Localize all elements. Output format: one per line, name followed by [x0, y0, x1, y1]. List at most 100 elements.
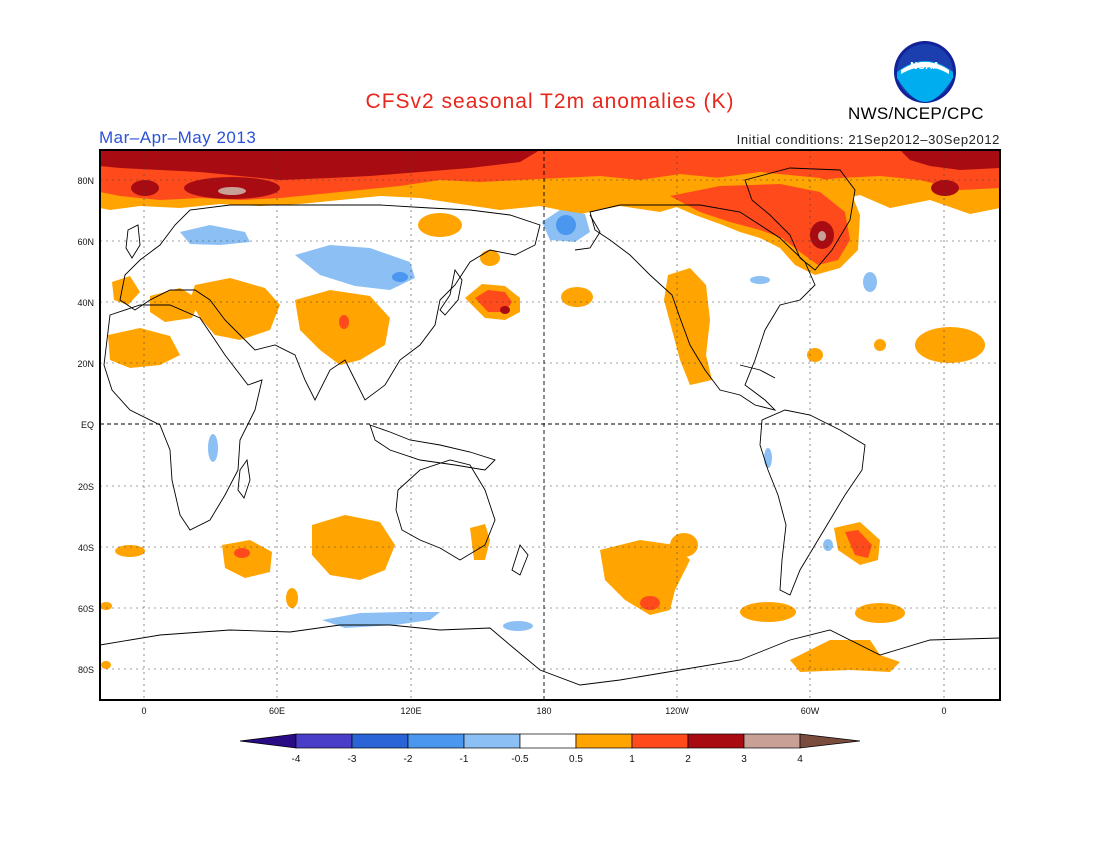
south-africa-warm-anomaly	[222, 540, 272, 578]
arctic-darkred-band	[100, 150, 540, 180]
map-frame	[99, 149, 1001, 701]
siberia-cool-anomaly	[295, 245, 415, 290]
atlantic-cool-blob	[863, 272, 877, 292]
lat-label: 80N	[77, 176, 94, 186]
indonesia-coastline	[369, 424, 496, 471]
amazon-cool-blob	[764, 448, 772, 468]
colorbar-label: -1	[460, 754, 469, 765]
noaa-logo: NOAA	[894, 41, 956, 103]
south-pacific-warm-anomaly	[600, 540, 690, 615]
cuba-coastline	[739, 364, 776, 379]
eurasia-coastline	[119, 204, 541, 402]
colorbar-swatch-min	[239, 733, 297, 749]
colorbar-labels: -4 -3 -2 -1 -0.5 0.5 1 2 3 4	[292, 754, 804, 765]
weddell-warm-anomaly	[790, 640, 900, 672]
pacific-orange-blob-3	[418, 213, 462, 237]
colorbar	[239, 733, 861, 749]
lat-label: 60N	[77, 237, 94, 247]
south-pacific-red-cell	[640, 596, 660, 610]
season-label: Mar–Apr–May 2013	[99, 128, 257, 147]
colorbar-swatch-max	[799, 733, 861, 749]
mideast-warm-anomaly	[190, 278, 280, 340]
siberia-tan-cell	[218, 187, 246, 195]
latitude-labels: 80N 60N 40N 20N EQ 20S 40S 60S 80S	[77, 176, 94, 675]
lat-label: 40S	[78, 543, 94, 553]
colorbar-label: 0.5	[569, 754, 583, 765]
canada-cool-blob	[750, 276, 770, 284]
south-africa-red-cell	[234, 548, 250, 558]
lat-label: 80S	[78, 665, 94, 675]
colorbar-label: 2	[685, 754, 691, 765]
scandinavia-cool-anomaly	[180, 225, 250, 245]
south-america-coastline	[759, 409, 866, 596]
lat-label: EQ	[81, 420, 94, 430]
agency-label: NWS/NCEP/CPC	[848, 104, 984, 123]
longitude-labels: 0 60E 120E 180 120W 60W 0	[141, 706, 946, 716]
south-atlantic-warm-blob-4	[115, 545, 145, 557]
alaska-coastline	[574, 214, 601, 251]
colorbar-label: 4	[797, 754, 803, 765]
arctic-darkred-cell-west	[131, 180, 159, 196]
lat-label: 20N	[77, 359, 94, 369]
arctic-darkred-east	[900, 150, 1000, 170]
colorbar-swatch	[687, 733, 745, 749]
west-atlantic-warm-blob	[915, 327, 985, 363]
colorbar-swatch	[407, 733, 465, 749]
pacific-orange-blob-2	[561, 287, 593, 307]
japan-coastline	[439, 268, 463, 316]
new-zealand-coastline	[511, 544, 529, 576]
bering-blue-cell	[556, 215, 576, 235]
colorbar-label: 3	[741, 754, 747, 765]
anomaly-field	[100, 150, 1000, 700]
indian-ocean-warm-anomaly	[312, 515, 395, 580]
graticule	[100, 150, 1000, 700]
central-asia-red-cell	[339, 315, 349, 329]
lat-label: 40N	[77, 298, 94, 308]
lon-label: 60W	[801, 706, 820, 716]
lat-label: 20S	[78, 482, 94, 492]
colorbar-swatch	[463, 733, 521, 749]
colorbar-label: -0.5	[511, 754, 529, 765]
colorbar-swatch	[631, 733, 689, 749]
colorbar-swatch	[295, 733, 353, 749]
colorbar-label: 1	[629, 754, 635, 765]
east-europe-warm-anomaly	[150, 288, 200, 322]
southern-ocean-warm-blob-2	[855, 603, 905, 623]
colorbar-swatch	[743, 733, 801, 749]
sw-indian-warm-blob	[100, 602, 112, 610]
colorbar-label: -3	[348, 754, 357, 765]
north-pacific-darkred-cell	[500, 306, 510, 314]
greenland-tan-cell	[818, 231, 826, 241]
west-america-warm-anomaly	[664, 268, 712, 385]
pacific-orange-blob-4	[480, 250, 500, 266]
madagascar-coastline	[237, 458, 251, 499]
lon-label: 0	[141, 706, 146, 716]
africa-coastline	[103, 304, 263, 531]
southern-ocean-warm-blob-1	[740, 602, 796, 622]
south-pacific-warm-blob-2	[670, 533, 698, 557]
colorbar-label: -2	[404, 754, 413, 765]
east-africa-cool-blob	[208, 434, 218, 462]
north-america-coastline	[589, 204, 816, 411]
colorbar-swatch	[519, 733, 577, 749]
greenland-coastline	[744, 167, 856, 271]
noaa-logo-text: NOAA	[910, 61, 939, 72]
central-america-warm-blob	[807, 348, 823, 362]
antarctica-coastline	[100, 624, 1000, 686]
southern-ocean-warm-blob-3	[286, 588, 298, 608]
lon-label: 120W	[665, 706, 689, 716]
arctic-darkred-cell-east	[931, 180, 959, 196]
lon-label: 180	[536, 706, 551, 716]
atlantic-warm-blob	[874, 339, 886, 351]
iberia-warm-anomaly	[112, 276, 140, 305]
argentina-cool-blob	[823, 539, 833, 551]
siberia-blue-cell	[392, 272, 408, 282]
colorbar-swatch	[575, 733, 633, 749]
ross-sea-cool-blob	[503, 621, 533, 631]
south-atlantic-red-anomaly	[845, 530, 872, 558]
lon-label: 120E	[400, 706, 421, 716]
colorbar-label: -4	[292, 754, 301, 765]
lat-label: 60S	[78, 604, 94, 614]
lon-label: 0	[941, 706, 946, 716]
australia-coastline	[395, 459, 496, 561]
